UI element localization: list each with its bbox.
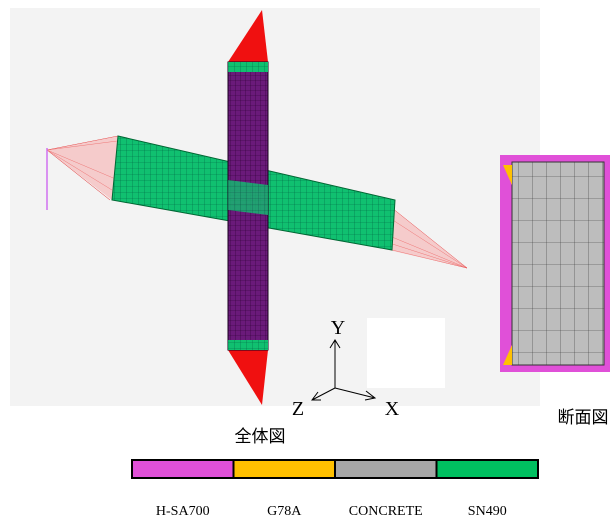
legend-swatch (437, 460, 539, 478)
caption: 全体図 (235, 427, 286, 446)
cross-section (500, 155, 610, 372)
legend-swatch (234, 460, 336, 478)
legend-label: SN490 (468, 504, 507, 519)
blank-box (367, 318, 445, 388)
legend-label: H-SA700 (156, 504, 210, 519)
legend-swatch (335, 460, 437, 478)
axis-label-y: Y (331, 317, 345, 339)
figure: Y Z X 全体図 断面図 H-SA700 G78A CONCRETE SN490 (0, 0, 613, 519)
axis-label-x: X (385, 398, 400, 420)
axis-label-z: Z (292, 398, 304, 420)
legend-label: G78A (267, 504, 302, 519)
legend-label: CONCRETE (349, 504, 423, 519)
legend-swatch (132, 460, 234, 478)
legend: H-SA700 G78A CONCRETE SN490 (132, 460, 538, 519)
caption: 断面図 (558, 408, 609, 427)
